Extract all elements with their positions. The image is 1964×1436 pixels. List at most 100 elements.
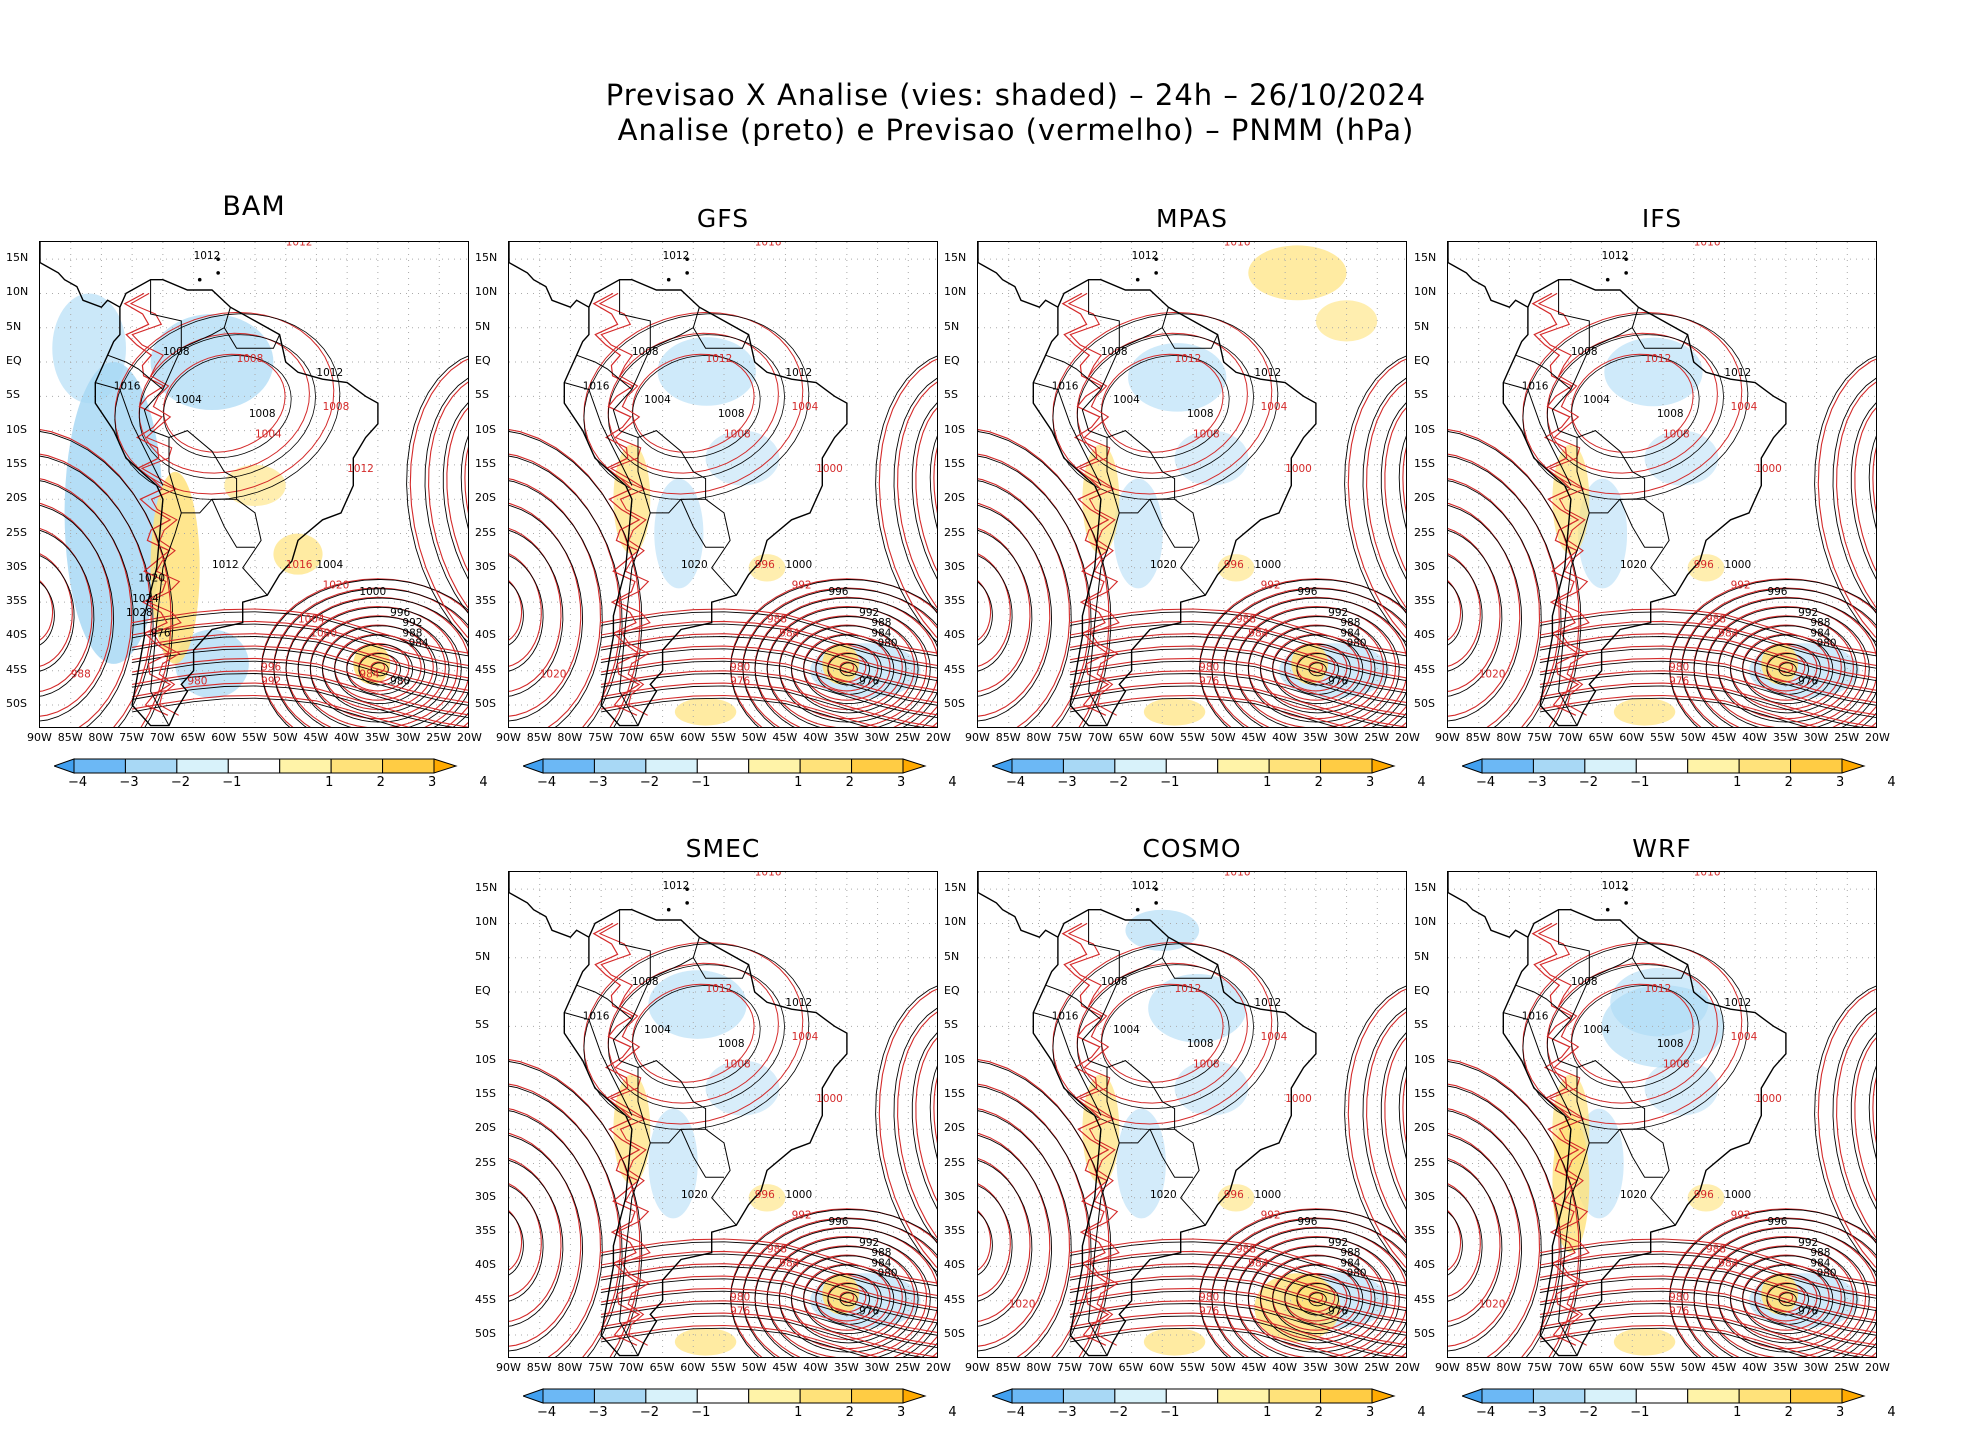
coastline: [509, 872, 848, 1357]
analysis-isobar: [1729, 1255, 1846, 1344]
forecast-isobar-label: 1004: [298, 614, 325, 626]
analysis-isobar-label: 992: [859, 607, 879, 619]
forecast-isobar: [1070, 657, 1406, 704]
analysis-isobar-label: 1012: [1132, 250, 1159, 262]
analysis-isobar: [601, 1303, 937, 1349]
analysis-isobar: [1448, 1110, 1542, 1357]
analysis-isobar: [1070, 636, 1406, 682]
analysis-isobar: [1540, 611, 1876, 657]
analysis-isobar-label: 984: [1810, 627, 1830, 639]
latitude-label: 35S: [944, 594, 965, 608]
analysis-isobar: [1211, 1218, 1406, 1357]
analysis-isobar: [1448, 1159, 1503, 1327]
colorbar-tick-label: 3: [897, 1405, 906, 1420]
latitude-label: 35S: [6, 594, 27, 608]
analysis-isobar: [1540, 1266, 1876, 1312]
longitude-label: 80W: [1496, 731, 1522, 744]
analysis-isobar: [1247, 616, 1388, 723]
colorbar-tick-label: 3: [1836, 1405, 1845, 1420]
forecast-isobar: [601, 682, 937, 727]
colorbar-arrow-low: [990, 1388, 1013, 1404]
map-canvas: 1012 1008 1004 1008 1012 1016 1020 1004 1000 996 9…: [509, 242, 937, 727]
title-line-2: Analise (preto) e Previsao (vermelho) – …: [617, 113, 1415, 147]
colorbar-tick-label: 2: [1784, 1405, 1793, 1420]
analysis-isobar-label: 1012: [316, 367, 343, 379]
longitude-label: 50W: [1680, 1361, 1706, 1374]
forecast-isobar: [509, 478, 602, 727]
forecast-isobar: [978, 1158, 1031, 1322]
forecast-isobar: [601, 1238, 937, 1284]
analysis-isobar-label: 1020: [1150, 559, 1177, 571]
analysis-isobar: [509, 1185, 544, 1302]
bias-area: [674, 698, 737, 726]
latitude-label: 20S: [944, 491, 965, 505]
forecast-isobar: [1070, 670, 1406, 716]
forecast-isobar-label: 1016: [1694, 242, 1721, 248]
analysis-isobar: [978, 1061, 1112, 1357]
country-border: [1551, 1019, 1676, 1226]
analysis-isobar: [1448, 455, 1562, 727]
latitude-label: 5N: [6, 319, 22, 333]
analysis-isobar: [632, 355, 761, 459]
analysis-isobar: [442, 402, 468, 580]
forecast-isobar-label: 1012: [1175, 353, 1202, 365]
forecast-isobar-label: 992: [1261, 579, 1281, 591]
analysis-isobar-label: 976: [1328, 675, 1348, 687]
analysis-isobar-label: 996: [1297, 1216, 1317, 1228]
analysis-isobar: [309, 616, 450, 723]
panel-title-mpas: MPAS: [1155, 204, 1229, 233]
longitude-label: 60W: [1149, 1361, 1175, 1374]
colorbar-tick-label: 2: [376, 775, 385, 790]
latitude-label: 40S: [944, 628, 965, 642]
colorbar-segment: [1217, 758, 1270, 774]
analysis-isobar: [1070, 1241, 1406, 1287]
coastline: [978, 242, 1317, 727]
analysis-isobar-label: 1004: [1113, 394, 1140, 406]
island: [1135, 907, 1140, 912]
colorbar-tick-label: −4: [1006, 775, 1026, 790]
forecast-isobar: [132, 645, 468, 691]
latitude-label: 5S: [475, 388, 489, 402]
colorbar-segment: [1062, 758, 1116, 774]
latitude-label: 30S: [475, 559, 496, 573]
analysis-isobar: [1832, 1007, 1876, 1244]
analysis-isobar: [1540, 1327, 1808, 1357]
panel-title-gfs: GFS: [696, 204, 750, 233]
longitude-label: 30W: [864, 1361, 890, 1374]
forecast-isobar: [409, 358, 468, 639]
colorbar-arrow-high: [902, 1388, 927, 1404]
analysis-isobar-label: 992: [1798, 607, 1818, 619]
longitude-label: 50W: [741, 1361, 767, 1374]
latitude-label: 45S: [944, 1292, 965, 1306]
colorbar-segment: [1738, 1388, 1792, 1404]
colorbar-segment: [542, 758, 595, 774]
colorbar-graphic: [1460, 1388, 1866, 1404]
latitude-label: 40S: [944, 1258, 965, 1272]
colorbar-tick-label: −1: [691, 1405, 711, 1420]
analysis-isobar: [1070, 1327, 1338, 1357]
country-border: [1045, 279, 1120, 391]
country-border: [1119, 307, 1169, 349]
analysis-isobar-label: 996: [390, 607, 410, 619]
analysis-isobar-label: 1020: [1620, 559, 1647, 571]
latitude-label: EQ: [944, 354, 960, 368]
longitude-label: 40W: [803, 1361, 829, 1374]
country-border: [1576, 437, 1645, 514]
bias-area: [1248, 245, 1347, 301]
bias-area: [657, 337, 756, 406]
analysis-isobar-label: 980: [1347, 638, 1367, 650]
latitude-label: 30S: [944, 559, 965, 573]
colorbar: [990, 1388, 1402, 1408]
analysis-isobar: [40, 431, 174, 727]
bias-area: [1644, 430, 1719, 486]
analysis-isobar: [1259, 625, 1376, 714]
analysis-isobar: [601, 673, 937, 719]
south-america-coast: [1502, 279, 1787, 727]
colorbar-tick-label: −3: [588, 775, 608, 790]
analysis-isobar-label: 996: [1767, 586, 1787, 598]
analysis-isobar-label: 1016: [583, 1010, 610, 1022]
analysis-isobar: [1070, 1278, 1406, 1324]
analysis-isobar: [893, 377, 937, 614]
isobar-labels: 1012 1008 1004 1008 1012 1016 1020 1004 1000 996 9…: [540, 242, 898, 687]
longitude-label: 90W: [965, 731, 990, 744]
